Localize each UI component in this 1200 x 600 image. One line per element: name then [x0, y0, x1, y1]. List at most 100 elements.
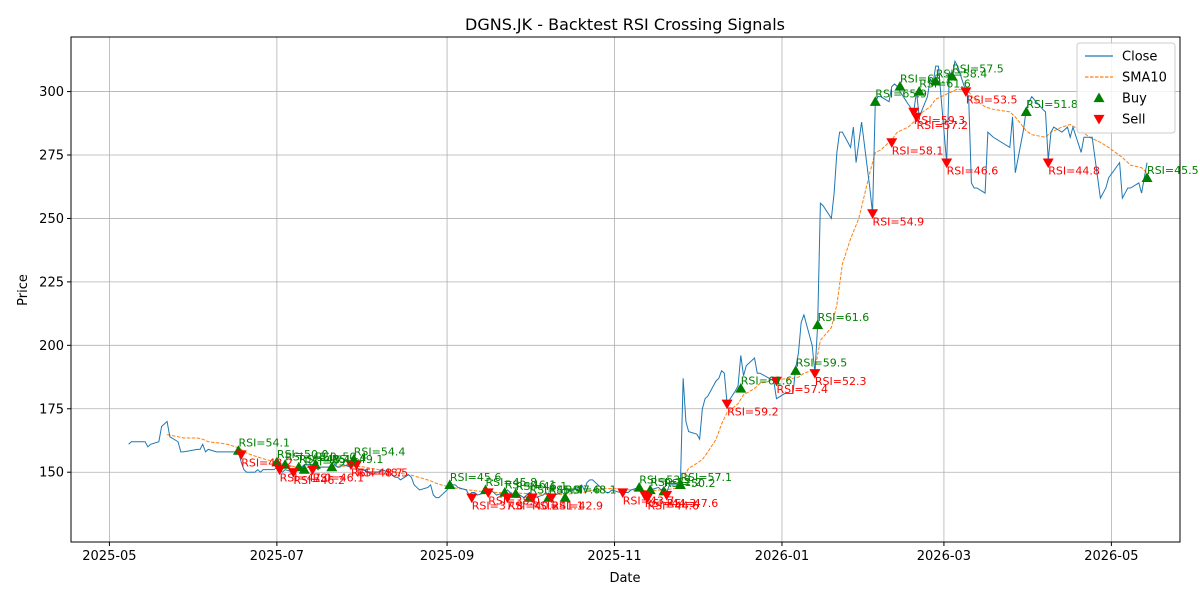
legend-box — [1076, 42, 1176, 134]
buy-marker — [444, 479, 456, 490]
buy-annotation: RSI=51.8 — [1026, 98, 1078, 111]
buy-annotation: RSI=49.3 — [304, 456, 356, 469]
sell-marker — [641, 493, 653, 504]
sma10-line — [166, 88, 1148, 496]
buy-annotation: RSI=51.2 — [650, 476, 702, 489]
buy-marker — [930, 75, 942, 86]
buy-marker — [510, 488, 522, 498]
grid — [71, 37, 1180, 542]
buy-marker — [812, 319, 824, 330]
buy-marker — [894, 80, 906, 91]
sell-marker — [482, 488, 494, 499]
x-tick-label: 2025-11 — [587, 549, 641, 564]
y-tick-label: 225 — [39, 275, 64, 290]
sell-marker — [886, 138, 898, 148]
sell-annotation: RSI=44.6 — [647, 500, 699, 513]
y-tick-label: 175 — [39, 402, 64, 417]
sell-marker — [809, 369, 821, 379]
buy-annotation: RSI=48.0 — [285, 451, 337, 464]
sell-marker — [721, 399, 733, 410]
sell-annotation: RSI=48.2 — [241, 456, 293, 469]
sell-annotation: RSI=58.1 — [892, 144, 944, 157]
sell-annotation: RSI=46.2 — [293, 474, 345, 487]
buy-annotation: RSI=49.1 — [332, 453, 384, 466]
y-axis-label: Price — [16, 274, 31, 306]
buy-marker — [674, 479, 686, 490]
close-series — [128, 59, 1148, 499]
legend-swatch-sell — [1093, 114, 1105, 125]
sell-marker — [910, 112, 922, 123]
sell-annotation: RSI=57.2 — [916, 119, 968, 132]
sell-marker — [307, 465, 319, 476]
legend-label: Sell — [1122, 113, 1145, 128]
buy-marker — [559, 492, 571, 502]
sell-marker — [287, 468, 299, 478]
sell-marker — [941, 158, 953, 169]
sell-annotation: RSI=38.0 — [488, 495, 540, 508]
sell-annotation: RSI=48.7 — [351, 467, 403, 480]
buy-marker — [633, 481, 645, 492]
sma-series — [166, 88, 1148, 496]
sell-marker — [526, 493, 538, 504]
buy-marker — [869, 96, 881, 106]
x-tick-label: 2025-05 — [82, 549, 136, 564]
sell-marker — [960, 87, 972, 98]
sell-annotation: RSI=59.2 — [727, 406, 779, 419]
x-axis-label: Date — [609, 571, 640, 586]
sell-annotation: RSI=57.4 — [776, 383, 828, 396]
legend-label: Close — [1122, 50, 1157, 65]
buy-annotation: RSI=47.6 — [549, 484, 601, 497]
buy-annotation: RSI=58.4 — [936, 67, 988, 80]
buy-annotation: RSI=45.8 — [486, 476, 538, 489]
buy-annotation: RSI=53.9 — [639, 473, 691, 486]
buy-marker — [790, 365, 802, 375]
sell-marker — [350, 460, 362, 471]
y-tick-label: 250 — [39, 212, 64, 227]
sell-annotation: RSI=46.6 — [947, 165, 999, 178]
x-tick-label: 2025-09 — [420, 549, 474, 564]
y-tick-label: 300 — [39, 85, 64, 100]
buy-marker — [946, 70, 958, 81]
sell-annotation: RSI=41.1 — [532, 500, 584, 513]
buy-annotation: RSI=46.1 — [516, 480, 568, 493]
buy-annotation: RSI=61.6 — [919, 78, 971, 91]
buy-annotation: RSI=61.6 — [741, 374, 793, 387]
buy-annotation: RSI=54.4 — [354, 446, 406, 459]
x-tick-label: 2026-03 — [917, 549, 971, 564]
buy-marker — [326, 461, 338, 472]
sell-marker — [466, 493, 478, 504]
sell-marker — [501, 493, 513, 504]
buy-annotation: RSI=46.1 — [505, 479, 557, 492]
sell-marker — [235, 450, 247, 460]
sell-annotation: RSI=37.8 — [472, 500, 524, 513]
sell-annotation: RSI=46.1 — [313, 472, 365, 485]
buy-marker — [1141, 172, 1153, 182]
sell-marker — [1042, 158, 1054, 169]
sell-marker — [661, 490, 673, 501]
plot-frame — [70, 36, 1181, 543]
sell-marker — [867, 209, 879, 219]
signal-markers — [232, 70, 1153, 504]
legend-swatch-buy — [1093, 92, 1105, 103]
sell-annotation: RSI=54.9 — [873, 215, 925, 228]
sell-annotation: RSI=44.3 — [645, 497, 697, 510]
x-axis: 2025-05 2025-07 2025-09 2025-11 2026-01 2026-… — [82, 542, 1139, 564]
signal-annotations: RSI=54.1RSI=50.0RSI=48.0RSI=48.4RSI=49.3… — [238, 62, 1198, 512]
sell-annotation: RSI=47.6 — [667, 497, 719, 510]
sell-marker — [274, 465, 286, 476]
buy-annotation: RSI=50.2 — [664, 477, 716, 490]
y-axis: 150 175 200 225 250 275 300 — [39, 85, 71, 481]
buy-marker — [913, 86, 925, 96]
sell-annotation: RSI=52.3 — [815, 375, 867, 388]
buy-annotation: RSI=54.1 — [238, 437, 290, 450]
buy-marker — [298, 464, 310, 474]
legend-label: Buy — [1122, 92, 1147, 107]
buy-annotation: RSI=50.4 — [315, 451, 367, 464]
x-tick-label: 2026-05 — [1084, 549, 1138, 564]
legend-label: SMA10 — [1122, 71, 1167, 86]
sell-annotation: RSI=47.0 — [280, 472, 332, 485]
sell-marker — [545, 493, 557, 504]
sell-annotation: RSI=40.2 — [507, 500, 559, 513]
buy-annotation: RSI=50.0 — [277, 448, 329, 461]
sell-marker — [908, 107, 920, 118]
